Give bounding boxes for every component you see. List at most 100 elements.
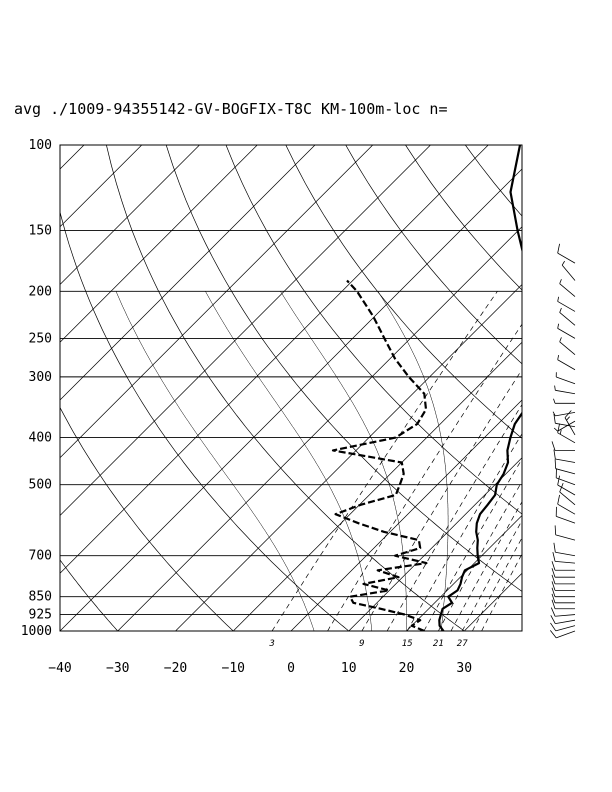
mixing-ratio-line <box>423 458 522 631</box>
wind-barb <box>553 420 576 432</box>
wind-barb-half-flag <box>554 385 556 391</box>
temperature-tick-label: 10 <box>341 661 357 676</box>
wind-barb-staff <box>557 252 576 264</box>
wind-barb-staff <box>555 458 576 463</box>
mixing-ratio-line <box>386 403 522 631</box>
wind-barb-half-flag <box>559 429 562 435</box>
wind-barb-staff <box>559 283 576 297</box>
isotherm-line <box>60 145 142 228</box>
temperature-tick-label: 20 <box>399 661 415 676</box>
wind-barb-staff <box>561 264 576 281</box>
isotherm-line <box>348 457 522 631</box>
plot-frame <box>59 144 523 632</box>
wind-barb-staff <box>555 422 576 428</box>
wind-barb-flag <box>551 561 556 571</box>
wind-barb-flag <box>554 525 557 535</box>
pressure-tick-label: 700 <box>29 549 52 564</box>
wind-barb-flag <box>553 413 556 424</box>
mixing-ratio-label: 9 <box>359 639 364 649</box>
wind-barb-flag <box>550 607 556 617</box>
mixing-ratio-line <box>472 537 522 631</box>
wind-barb-staff <box>559 312 576 326</box>
mixing-ratio-label: 15 <box>402 639 413 649</box>
dewpoint-profile <box>331 279 428 631</box>
wind-barb-staff <box>556 376 576 385</box>
dry-adiabat <box>585 145 612 631</box>
wind-barb <box>553 413 576 428</box>
wind-barb <box>557 243 576 264</box>
wind-barb <box>551 441 575 451</box>
dry-adiabat <box>60 210 350 631</box>
dry-adiabat <box>60 559 119 631</box>
pressure-tick-label: 850 <box>29 590 52 605</box>
dry-adiabat <box>165 145 522 592</box>
pressure-tick-label: 150 <box>29 224 52 239</box>
wind-barb-flag <box>552 552 556 562</box>
wind-barb-half-flag <box>559 337 562 342</box>
wind-barb <box>553 542 576 557</box>
wind-barb <box>555 468 576 486</box>
sounding-profiles <box>331 145 522 631</box>
dry-adiabat <box>106 145 465 631</box>
wind-barb-flag <box>553 449 556 460</box>
temperature-tick-label: −10 <box>222 661 245 676</box>
temperature-profile <box>438 145 522 631</box>
mixing-ratio-line <box>361 368 522 631</box>
pressure-tick-label: 400 <box>29 431 52 446</box>
wind-barb <box>555 506 576 524</box>
dry-adiabat <box>60 406 234 631</box>
wind-barb <box>551 574 575 585</box>
wind-barb <box>551 581 575 591</box>
wind-barb-flag <box>551 574 556 585</box>
wind-barb-flag <box>550 622 557 632</box>
mixing-ratio-labels: 3 9 15 21 27 <box>268 639 468 649</box>
wind-barb-flag <box>551 581 556 591</box>
wind-barb-half-flag <box>552 411 556 417</box>
wind-barb <box>553 398 575 404</box>
wind-barb-flag <box>550 615 556 624</box>
dry-adiabat <box>285 145 522 439</box>
isotherm-line <box>60 145 200 285</box>
wind-barb <box>559 279 576 297</box>
wind-barb <box>552 552 576 564</box>
isotherm-line <box>60 145 258 343</box>
isotherm-line <box>60 168 522 631</box>
wind-barb <box>554 459 576 475</box>
isotherm-line <box>290 399 522 631</box>
wind-barb-half-flag <box>559 279 562 284</box>
mixing-ratio-line <box>481 553 522 631</box>
moist-adiabat <box>205 291 373 631</box>
wind-barb-flag <box>549 630 557 639</box>
wind-barb-flag <box>551 587 556 597</box>
mixing-ratio-line <box>450 501 522 631</box>
pressure-tick-label: 250 <box>29 331 52 346</box>
wind-barb-flag <box>551 441 556 451</box>
mixing-ratio-label: 27 <box>457 639 468 649</box>
moist-adiabat <box>377 291 449 631</box>
wind-barb-half-flag <box>557 296 560 302</box>
wind-barb-staff <box>557 503 576 515</box>
wind-barb-half-flag <box>557 354 560 360</box>
wind-barb <box>551 561 575 571</box>
pressure-tick-label: 925 <box>29 608 52 623</box>
isotherm-line <box>0 145 26 631</box>
wind-barb <box>559 307 576 326</box>
wind-barb-staff <box>557 328 576 339</box>
thermodynamic-grid <box>0 145 612 631</box>
wind-barb-staff <box>559 341 576 355</box>
pressure-tick-label: 200 <box>29 284 52 299</box>
wind-barb-staff <box>557 484 576 496</box>
isotherm-line <box>60 145 489 574</box>
wind-barb-staff <box>555 534 576 541</box>
wind-barb <box>553 449 576 463</box>
wind-barb <box>551 568 575 578</box>
mixing-ratio-line <box>461 519 522 631</box>
wind-barb <box>561 260 576 281</box>
wind-barb-staff <box>555 614 576 617</box>
wind-barb <box>555 372 576 385</box>
temperature-tick-label: −40 <box>48 661 71 676</box>
wind-barb <box>549 630 576 639</box>
pressure-tick-label: 500 <box>29 478 52 493</box>
wind-barb-flag <box>557 494 560 505</box>
